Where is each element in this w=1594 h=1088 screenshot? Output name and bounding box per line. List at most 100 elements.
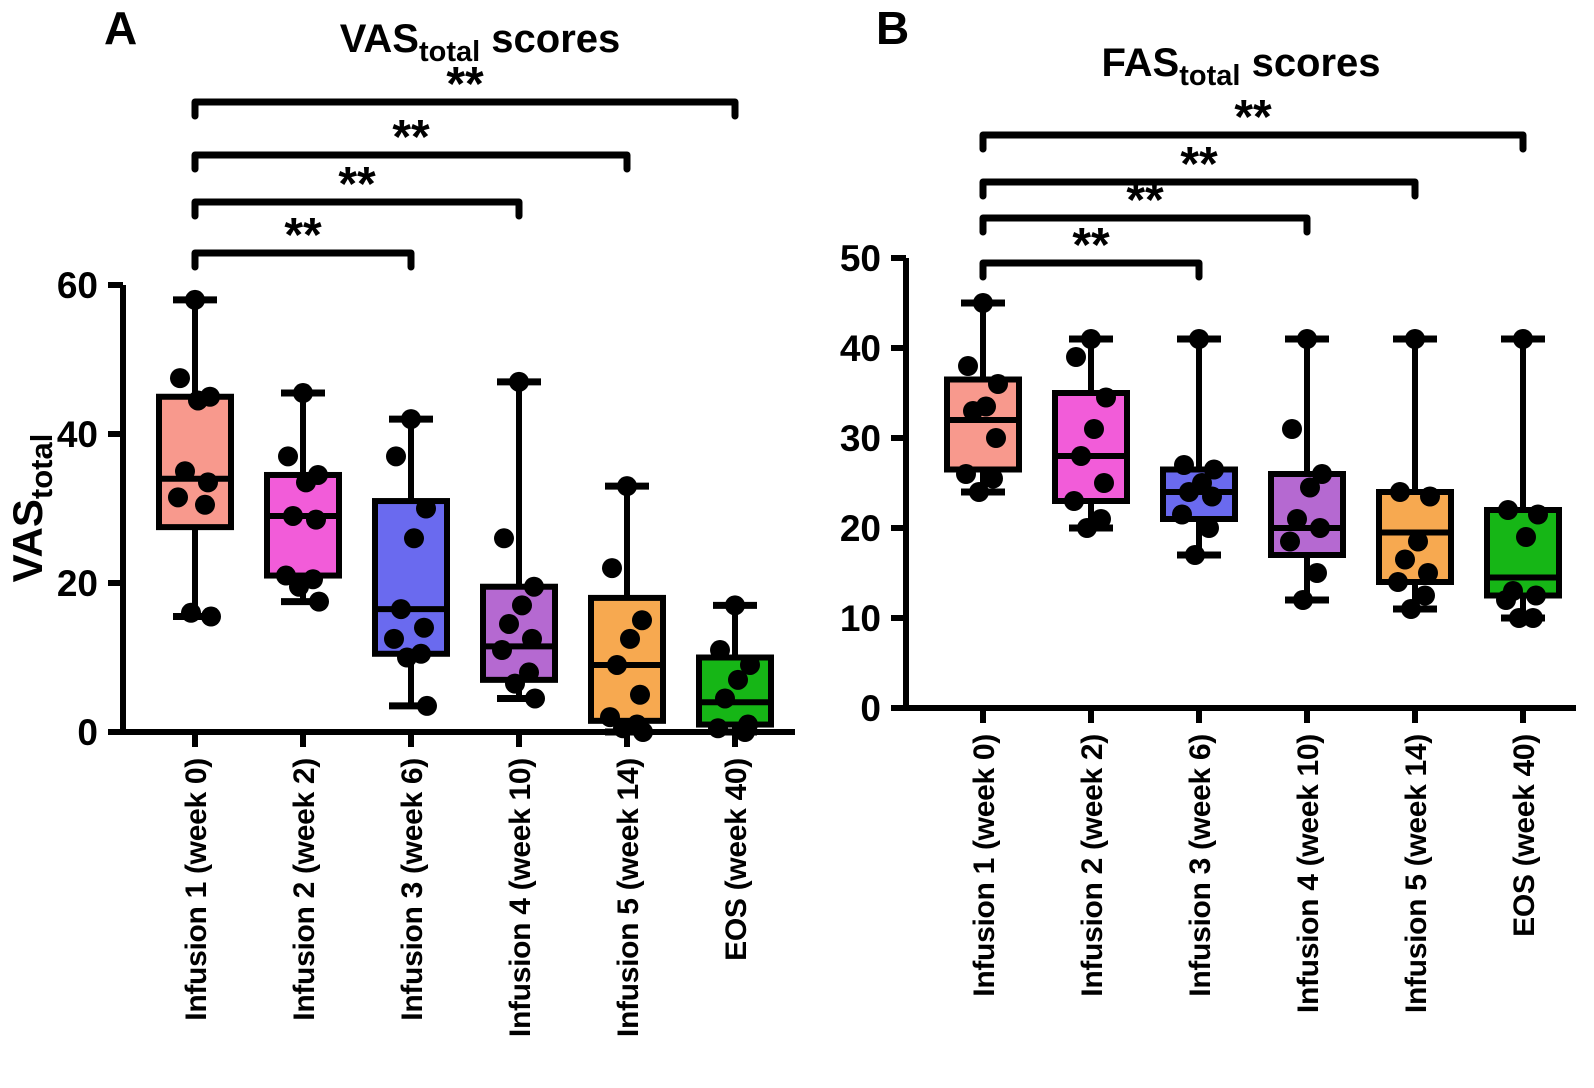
data-point [1390,482,1410,502]
y-tick-label: 0 [77,712,98,753]
data-point [1418,563,1438,583]
data-point [519,662,539,683]
x-category-label: EOS (week 40) [720,758,753,961]
significance-label: ** [1072,219,1110,272]
data-point [1199,518,1219,538]
y-tick-label: 60 [57,265,98,306]
y-tick-label: 20 [840,508,881,549]
data-point [1282,419,1302,439]
data-point [1496,590,1516,610]
x-category-label: Infusion 1 (week 0) [180,758,213,1021]
data-point [983,468,1003,489]
bracket-line [979,131,1527,153]
panel-b: 0 10 20 30 40 50 Infusion 1 (week 0) Infusion 2… [840,2,1576,1013]
data-point [509,371,529,392]
box-plot [156,289,234,627]
data-point [1202,486,1222,507]
data-point [296,472,316,493]
data-point [414,617,434,638]
data-point [512,595,532,616]
data-point [185,289,205,310]
data-point [958,356,978,376]
data-point [1420,486,1440,507]
data-point [1395,549,1415,570]
data-point [630,684,650,705]
data-point [1513,329,1533,349]
panel-title: FAStotal scores [1101,41,1380,92]
data-point [391,599,411,620]
data-point [1528,504,1548,525]
data-point [715,688,735,709]
data-point [725,595,745,616]
significance-label: ** [1180,138,1218,191]
data-point [1388,572,1408,592]
bracket-line [191,151,631,173]
x-category-label: Infusion 2 (week 2) [288,758,321,1021]
y-tick-label: 40 [57,414,98,455]
data-point [735,722,755,742]
y-tick-label: 50 [840,238,881,279]
data-point [969,482,989,502]
box-plot [1052,329,1130,538]
data-point [602,558,622,579]
data-point [1310,518,1330,538]
data-point [1189,329,1209,349]
data-point [607,654,627,675]
data-point [276,565,296,586]
data-point [973,293,993,313]
x-category-label: Infusion 1 (week 0) [968,734,1001,997]
bracket-line [191,98,739,120]
data-point [188,390,208,411]
y-tick-label: 20 [57,563,98,604]
data-point [740,654,760,675]
data-point [505,673,525,694]
data-point [401,409,421,430]
data-point [494,528,514,549]
significance-bracket: ** [979,91,1527,153]
panel-title: VAStotal scores [340,17,621,68]
data-point [416,498,436,519]
x-category-label: Infusion 4 (week 10) [1292,734,1325,1013]
data-point [1509,608,1529,628]
data-point [1096,387,1116,408]
panel-label: B [876,2,909,54]
data-point [195,494,215,515]
data-point [499,613,519,634]
significance-label: ** [1126,174,1164,227]
x-category-label: Infusion 3 (week 6) [396,758,429,1021]
data-point [201,606,221,627]
x-category-label: Infusion 5 (week 14) [1400,734,1433,1013]
data-point [1204,459,1224,480]
data-point [613,718,633,739]
data-point [1077,518,1097,538]
data-point [1094,473,1114,493]
data-point [524,576,544,597]
data-point [1084,419,1104,439]
box-plot [696,595,774,742]
box-plot [944,293,1022,502]
data-point [632,610,652,631]
data-point [1408,531,1428,552]
data-point [710,640,730,661]
box-plot [1484,329,1562,628]
data-point [617,476,637,497]
data-point [1307,563,1327,583]
data-point [384,628,404,649]
data-point [1064,491,1084,511]
significance-bracket: ** [191,111,631,173]
iqr-box [156,393,234,531]
y-axis-title: VAStotal [4,434,59,583]
data-point [963,401,983,421]
data-point [600,707,620,728]
data-point [708,718,728,739]
data-point [1280,531,1300,552]
box-plot [1376,329,1454,619]
x-category-label: Infusion 3 (week 6) [1184,734,1217,997]
box-plot [1268,329,1346,610]
data-point [1287,509,1307,529]
data-point [1297,329,1317,349]
iqr-box [372,498,450,657]
data-point [988,374,1008,394]
